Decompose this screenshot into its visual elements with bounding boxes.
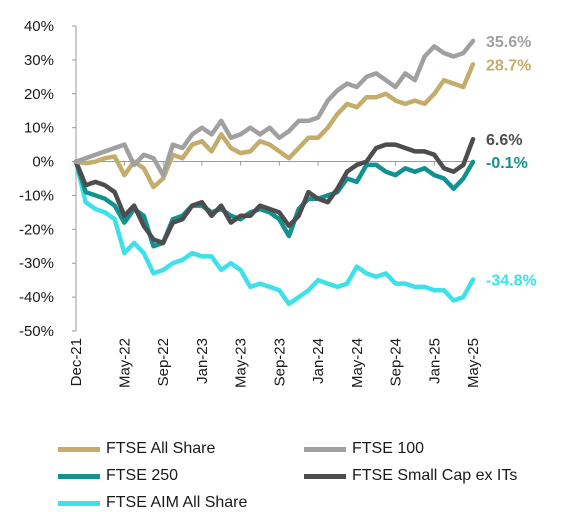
y-tick-label: -50% (19, 323, 54, 340)
series-line (73, 159, 476, 307)
legend-label: FTSE 250 (106, 467, 179, 484)
legend-label: FTSE AIM All Share (106, 494, 248, 511)
y-tick-label: -30% (19, 255, 54, 272)
x-axis: Dec-21 May-22 Sep-22 Jan-23 May-23 Sep-23 Jan-… (68, 161, 482, 388)
y-tick-label: 20% (24, 86, 54, 103)
x-tick-label: Dec-21 (68, 338, 85, 386)
x-tick-label: May-22 (116, 338, 133, 388)
x-tick-label: Jan-25 (426, 338, 443, 384)
x-tick-label: Jan-24 (310, 338, 327, 384)
y-tick-label: 10% (24, 120, 54, 137)
end-labels: 35.6% 28.7% 6.6% -0.1% -34.8% (486, 34, 537, 290)
legend-swatch (304, 446, 346, 452)
y-tick-label: 40% (24, 18, 54, 35)
series-end-label: -34.8% (486, 272, 537, 289)
legend-item-ftse-all-share: FTSE All Share (58, 440, 215, 458)
x-tick-label: May-24 (349, 338, 366, 388)
series-lines (73, 38, 476, 307)
legend-label: FTSE Small Cap ex ITs (352, 467, 518, 484)
legend-swatch (58, 500, 100, 506)
series-end-label: 28.7% (486, 57, 531, 74)
y-tick-label: -10% (19, 187, 54, 204)
legend-label: FTSE 100 (352, 440, 425, 457)
legend-item-ftse-250: FTSE 250 (58, 467, 178, 485)
legend-item-ftse-small-cap-ex-its: FTSE Small Cap ex ITs (304, 467, 517, 485)
legend-item-ftse-aim-all-share: FTSE AIM All Share (58, 494, 247, 512)
x-tick-label: Sep-23 (271, 338, 288, 386)
y-tick-label: 30% (24, 52, 54, 69)
y-axis: -50% -40% -30% -20% -10% 0% 10% 20% 30% 40% (19, 18, 77, 340)
y-tick-label: -20% (19, 221, 54, 238)
x-tick-label: Jan-23 (194, 338, 211, 384)
y-tick-label: 0% (32, 154, 54, 171)
legend-swatch (304, 473, 346, 479)
series-end-label: 35.6% (486, 34, 531, 51)
series-line (73, 159, 476, 249)
y-tick-label: -40% (19, 289, 54, 306)
series-line (73, 38, 476, 178)
x-tick-label: May-25 (465, 338, 482, 388)
series-line (73, 136, 476, 246)
x-tick-label: Sep-24 (388, 338, 405, 386)
legend-swatch (58, 446, 100, 452)
x-tick-label: Sep-22 (155, 338, 172, 386)
series-end-label: 6.6% (486, 132, 522, 149)
legend-item-ftse-100: FTSE 100 (304, 440, 424, 458)
legend-label: FTSE All Share (106, 440, 216, 457)
legend-swatch (58, 473, 100, 479)
x-tick-label: May-23 (233, 338, 250, 388)
series-line (73, 62, 476, 190)
series-end-label: -0.1% (486, 155, 528, 172)
line-chart: -50% -40% -30% -20% -10% 0% 10% 20% 30% 40% Dec-2… (19, 18, 537, 388)
